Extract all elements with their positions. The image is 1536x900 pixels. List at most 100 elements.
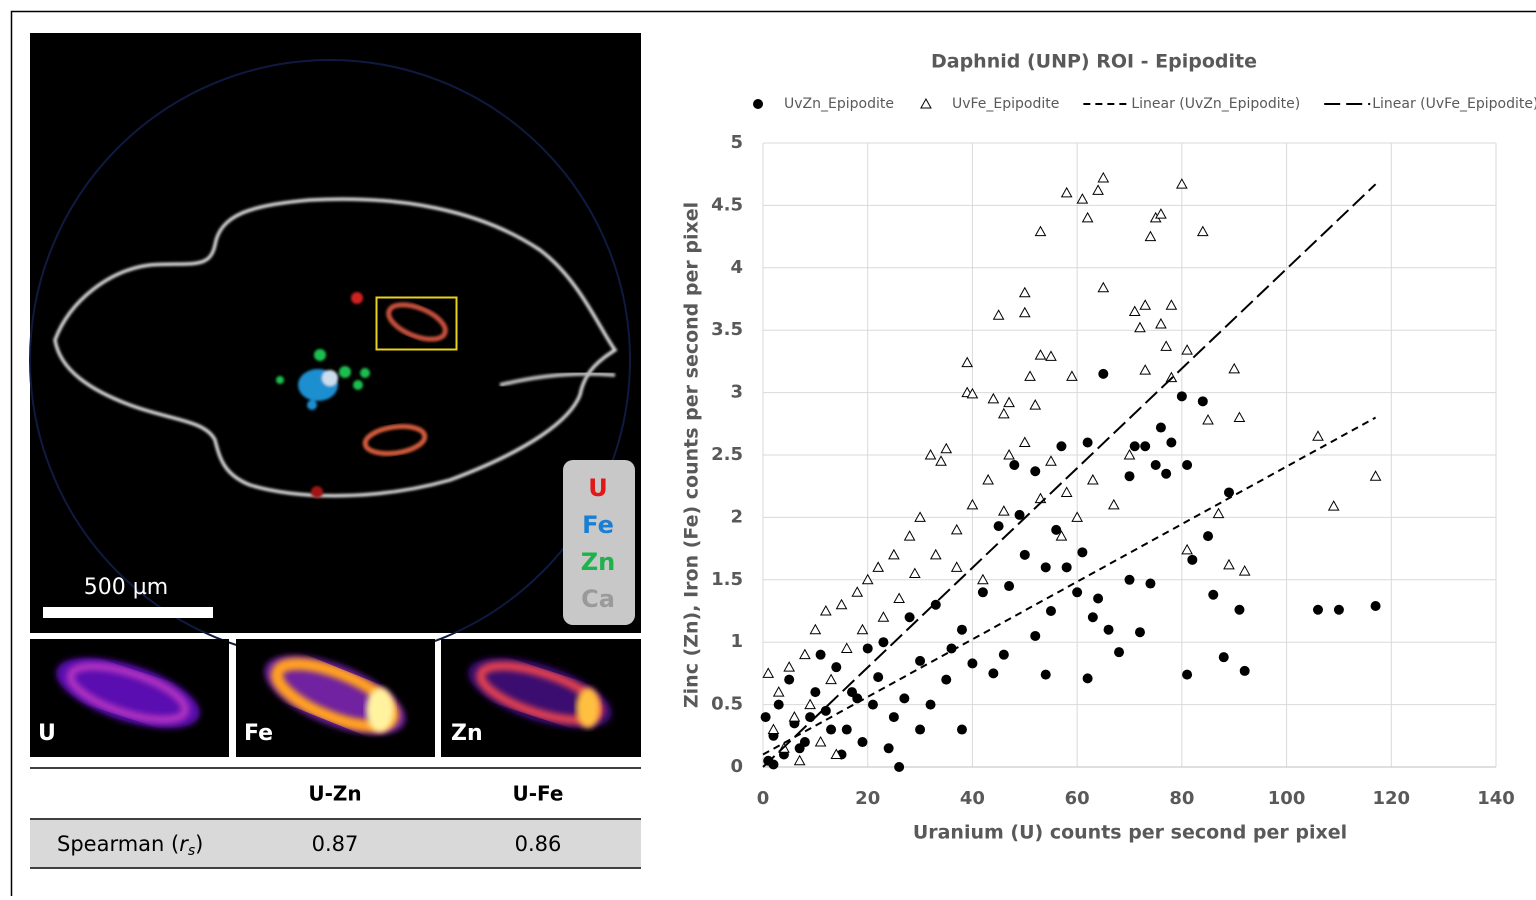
data-point xyxy=(889,712,899,722)
data-point xyxy=(1041,562,1051,572)
data-point xyxy=(816,650,826,660)
roi-panels xyxy=(30,639,641,757)
y-tick-label: 0 xyxy=(730,756,743,777)
legend-label: UvZn_Epipodite xyxy=(784,96,894,112)
y-tick-label: 1.5 xyxy=(711,569,743,590)
data-point xyxy=(1077,547,1087,557)
data-point xyxy=(1214,509,1224,518)
data-point xyxy=(1161,341,1171,350)
data-point xyxy=(1182,670,1192,680)
data-point xyxy=(1156,209,1166,218)
x-tick-label: 120 xyxy=(1372,788,1410,809)
data-point xyxy=(1140,441,1150,451)
legend-label: UvFe_Epipodite xyxy=(952,96,1059,112)
channel-label: Zn xyxy=(581,548,616,576)
data-point xyxy=(1030,400,1040,409)
row-label-part: s xyxy=(188,843,195,859)
data-point xyxy=(936,456,946,465)
table-header: U-Fe xyxy=(513,782,564,806)
data-point xyxy=(784,675,794,685)
data-point xyxy=(978,587,988,597)
data-point xyxy=(1187,555,1197,565)
data-point xyxy=(1125,471,1135,481)
data-point xyxy=(863,643,873,653)
data-point xyxy=(1104,625,1114,635)
panel-label: Fe xyxy=(244,721,273,746)
channel-label: Fe xyxy=(582,511,614,539)
data-point xyxy=(1203,531,1213,541)
data-point xyxy=(1083,213,1093,222)
data-point xyxy=(1056,441,1066,451)
data-point xyxy=(763,668,773,677)
data-point xyxy=(1145,232,1155,241)
data-point xyxy=(905,531,915,540)
data-point xyxy=(1135,323,1145,332)
data-point xyxy=(1313,431,1323,440)
data-point xyxy=(873,562,883,571)
data-point xyxy=(1156,423,1166,433)
legend-symbol xyxy=(753,99,763,109)
row-label: Spearman (rs) xyxy=(57,832,203,859)
data-point xyxy=(1093,185,1103,194)
legend-label: Linear (UvFe_Epipodite) xyxy=(1372,96,1536,112)
data-point xyxy=(810,687,820,697)
data-point xyxy=(899,693,909,703)
row-label-part: ) xyxy=(195,832,203,856)
data-point xyxy=(1371,601,1381,611)
x-tick-label: 40 xyxy=(960,788,985,809)
data-point xyxy=(1098,369,1108,379)
data-point xyxy=(805,712,815,722)
data-point xyxy=(868,700,878,710)
data-point xyxy=(826,675,836,684)
y-tick-label: 3.5 xyxy=(711,319,743,340)
data-point xyxy=(994,310,1004,319)
data-point xyxy=(1109,500,1119,509)
data-point xyxy=(1219,652,1229,662)
data-point xyxy=(967,500,977,509)
data-point xyxy=(1313,605,1323,615)
data-point xyxy=(988,394,998,403)
data-point xyxy=(1329,501,1339,510)
data-point xyxy=(931,550,941,559)
y-tick-label: 0.5 xyxy=(711,694,743,715)
data-point xyxy=(952,562,962,571)
data-point xyxy=(1334,605,1344,615)
data-point xyxy=(926,700,936,710)
data-point xyxy=(1140,300,1150,309)
data-point xyxy=(1203,415,1213,424)
data-point xyxy=(1182,545,1192,554)
data-point xyxy=(962,358,972,367)
data-point xyxy=(1224,487,1234,497)
table-header: U-Zn xyxy=(308,782,361,806)
data-point xyxy=(842,725,852,735)
x-tick-label: 60 xyxy=(1065,788,1090,809)
data-point xyxy=(1093,594,1103,604)
data-point xyxy=(1229,364,1239,373)
data-point xyxy=(1088,475,1098,484)
data-point xyxy=(1083,673,1093,683)
data-point xyxy=(821,606,831,615)
chart-title: Daphnid (UNP) ROI - Epipodite xyxy=(931,51,1257,73)
data-point xyxy=(826,725,836,735)
data-point xyxy=(1198,227,1208,236)
data-point xyxy=(1035,227,1045,236)
table-cell: 0.86 xyxy=(515,832,562,856)
data-point xyxy=(1046,456,1056,465)
data-point xyxy=(1240,566,1250,575)
row-label-part: Spearman ( xyxy=(57,832,179,856)
data-point xyxy=(1030,466,1040,476)
channel-label: U xyxy=(588,474,608,502)
data-point xyxy=(761,712,771,722)
data-point xyxy=(983,475,993,484)
data-point xyxy=(1182,345,1192,354)
data-point xyxy=(795,756,805,765)
data-point xyxy=(894,594,904,603)
data-point xyxy=(1177,391,1187,401)
data-point xyxy=(1166,300,1176,309)
y-tick-label: 5 xyxy=(730,132,743,153)
data-point xyxy=(941,444,951,453)
data-point xyxy=(1088,612,1098,622)
data-point xyxy=(1234,605,1244,615)
data-point xyxy=(967,658,977,668)
